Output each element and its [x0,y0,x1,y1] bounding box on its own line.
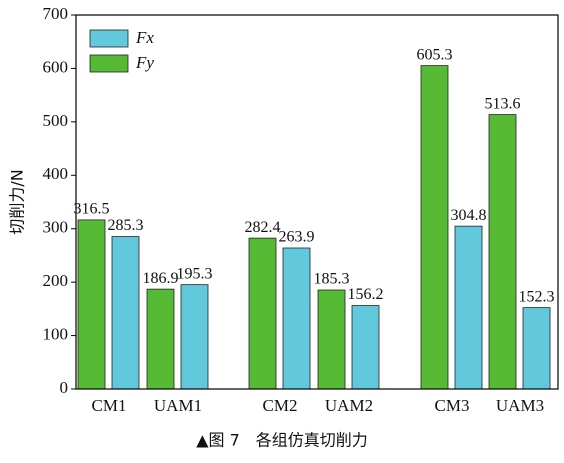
x-tick-label: UAM1 [154,396,202,415]
x-tick-label: UAM2 [325,396,373,415]
value-label: 316.5 [74,201,110,218]
bar [77,219,106,390]
bar [488,114,517,390]
value-label: 185.3 [314,271,350,288]
value-label: 513.6 [485,95,521,112]
bar [111,236,140,390]
bar [420,65,449,390]
legend-label: Fy [135,53,154,72]
value-label: 195.3 [177,265,213,282]
y-tick-label: 0 [60,378,69,397]
y-tick-label: 500 [43,111,69,130]
value-label: 156.2 [348,286,384,303]
bar [282,247,311,390]
y-axis-label: 切削力/N [8,169,27,234]
legend-swatch [89,29,129,48]
bar [454,225,483,390]
x-tick-label: CM3 [435,396,470,415]
bar [351,305,380,390]
legend-label: Fx [135,28,154,47]
legend-swatch [89,54,129,73]
value-label: 605.3 [417,46,453,63]
value-label: 152.3 [519,288,555,305]
x-tick-label: UAM3 [496,396,544,415]
bar [180,284,209,390]
y-tick-label: 100 [43,324,69,343]
value-label: 263.9 [279,229,315,246]
bar [146,288,175,390]
y-tick-label: 400 [43,164,69,183]
x-tick-label: CM1 [92,396,127,415]
y-tick-label: 200 [43,271,69,290]
x-tick-label: CM2 [263,396,298,415]
value-label: 186.9 [143,270,179,287]
y-tick-label: 600 [43,57,69,76]
y-tick-label: 300 [43,218,69,237]
value-label: 285.3 [108,217,144,234]
plot-frame [75,14,559,390]
caption: ▲图 7 各组仿真切削力 [196,431,368,450]
y-tick-label: 700 [43,4,69,23]
bar [317,289,346,390]
value-label: 304.8 [451,207,487,224]
bar [248,237,277,390]
bar [522,307,551,390]
value-label: 282.4 [245,219,281,236]
